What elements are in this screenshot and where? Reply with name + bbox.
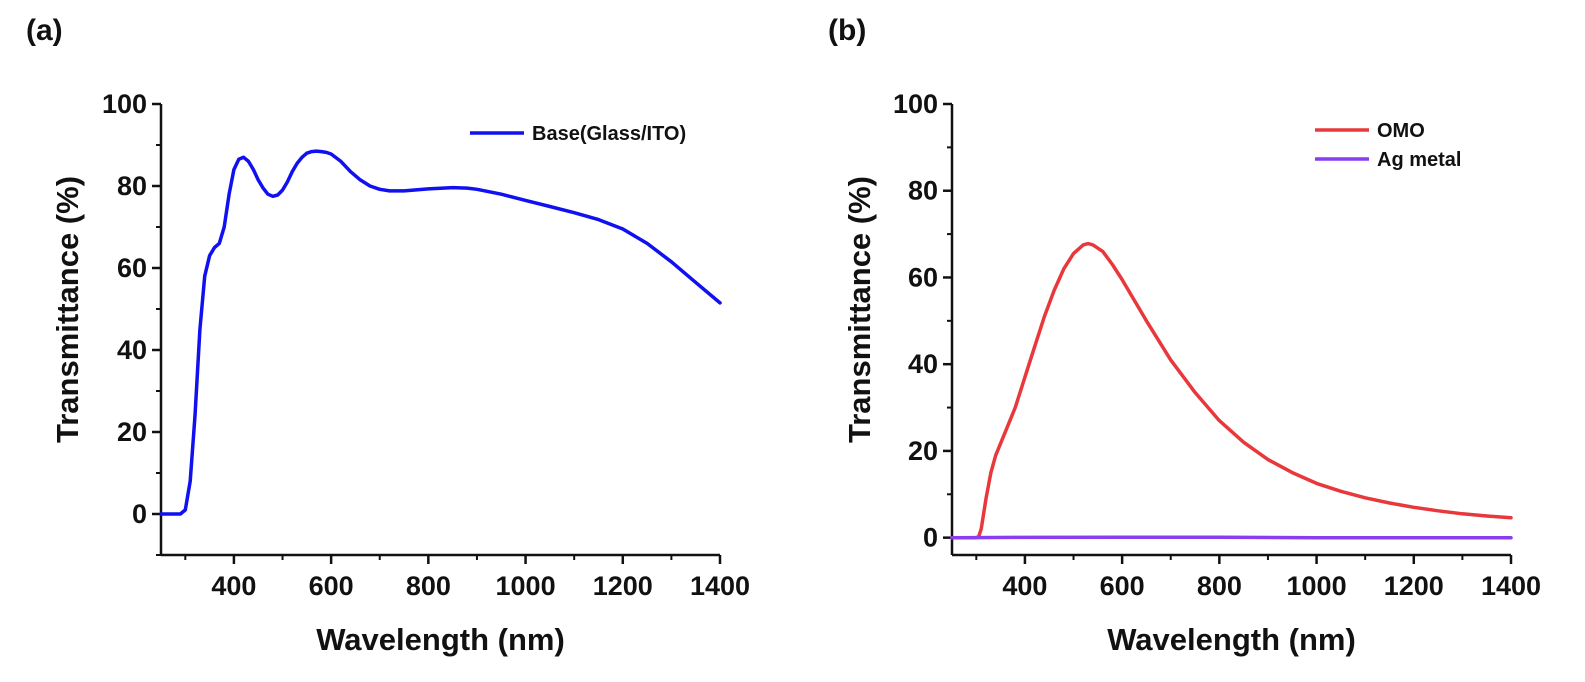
x-tick-label-a: 400: [211, 571, 256, 601]
y-tick-label-a: 100: [102, 89, 147, 119]
y-tick-label-a: 60: [117, 253, 147, 283]
y-tick-label-b: 60: [908, 262, 938, 292]
x-tick-label-b: 1000: [1287, 571, 1347, 601]
x-axis-title-b: Wavelength (nm): [1107, 622, 1356, 657]
x-tick-label-b: 400: [1002, 571, 1047, 601]
x-tick-label-b: 1400: [1481, 571, 1541, 601]
legend-label: OMO: [1377, 120, 1425, 142]
y-tick-label-a: 20: [117, 417, 147, 447]
x-tick-label-b: 1200: [1384, 571, 1444, 601]
x-axis-title-a: Wavelength (nm): [316, 622, 565, 657]
y-tick-label-a: 40: [117, 335, 147, 365]
y-axis-title-b: Transmittance (%): [842, 176, 877, 443]
y-tick-label-a: 0: [132, 499, 147, 529]
legend-label: Ag metal: [1377, 149, 1461, 171]
series-line-ag-metal: [950, 535, 1513, 540]
x-tick-label-a: 1200: [593, 571, 653, 601]
y-tick-label-b: 20: [908, 436, 938, 466]
x-tick-label-a: 1000: [496, 571, 556, 601]
x-tick-label-a: 600: [309, 571, 354, 601]
x-tick-label-b: 800: [1197, 571, 1242, 601]
y-tick-label-b: 80: [908, 176, 938, 206]
y-tick-label-a: 80: [117, 171, 147, 201]
series-line-base-glass-ito: [159, 149, 722, 516]
x-tick-label-b: 600: [1100, 571, 1145, 601]
series-line-omo: [950, 241, 1513, 540]
y-tick-label-b: 100: [893, 89, 938, 119]
panel-label-b: (b): [828, 14, 867, 47]
x-tick-label-a: 800: [406, 571, 451, 601]
panel-label-a: (a): [26, 14, 63, 47]
x-tick-label-a: 1400: [690, 571, 750, 601]
legend-label: Base(Glass/ITO): [532, 123, 686, 145]
y-axis-title-a: Transmittance (%): [50, 176, 85, 443]
y-tick-label-b: 40: [908, 349, 938, 379]
y-tick-label-b: 0: [923, 523, 938, 553]
